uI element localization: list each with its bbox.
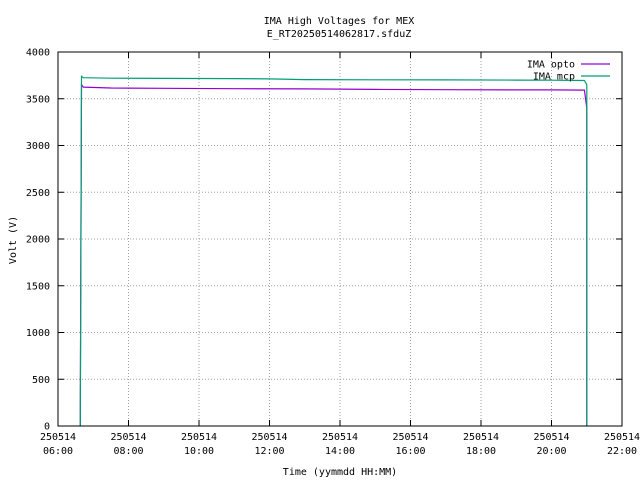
x-axis-label: Time (yymmdd HH:MM) [283,467,397,478]
x-tick-label-time: 14:00 [325,446,355,457]
x-tick-label-date: 250514 [533,432,569,443]
y-tick-label: 1500 [26,281,50,292]
x-tick-label-time: 10:00 [184,446,214,457]
x-tick-label-time: 18:00 [466,446,496,457]
y-tick-label: 3500 [26,94,50,105]
y-tick-label: 2000 [26,235,50,246]
x-tick-label-date: 250514 [251,432,287,443]
series-line-ima-opto [79,82,588,426]
y-tick-label: 3000 [26,141,50,152]
x-tick-label-date: 250514 [392,432,428,443]
x-tick-label-time: 06:00 [43,446,73,457]
plot-frame [57,51,623,427]
x-tick-label-date: 250514 [322,432,358,443]
y-axis-ticks: 0 500 1000 1500 2000 2500 3000 3500 4000 [26,48,622,433]
grid [58,52,622,426]
x-tick-label-date: 250514 [40,432,76,443]
series-line-ima-mcp [79,75,588,427]
legend-label: IMA opto [527,60,575,71]
y-axis-label: Volt (V) [8,216,19,264]
x-tick-label-time: 22:00 [607,446,637,457]
x-tick-label-time: 20:00 [536,446,566,457]
y-tick-label: 500 [32,375,50,386]
y-tick-label: 2500 [26,188,50,199]
x-tick-label-time: 08:00 [113,446,143,457]
x-axis-ticks: 250514 06:00 250514 08:00 250514 10:00 250514 1… [40,52,640,457]
series-layer [79,75,588,427]
chart-title: IMA High Voltages for MEX [264,16,415,27]
x-tick-label-time: 16:00 [395,446,425,457]
x-tick-label-date: 250514 [110,432,146,443]
legend-label: IMA mcp [533,72,575,83]
y-tick-label: 0 [44,422,50,433]
x-tick-label-time: 12:00 [254,446,284,457]
y-tick-label: 4000 [26,48,50,59]
chart-subtitle: E_RT20250514062817.sfduZ [267,29,412,40]
x-tick-label-date: 250514 [604,432,640,443]
y-tick-label: 1000 [26,328,50,339]
x-tick-label-date: 250514 [463,432,499,443]
x-tick-label-date: 250514 [181,432,217,443]
